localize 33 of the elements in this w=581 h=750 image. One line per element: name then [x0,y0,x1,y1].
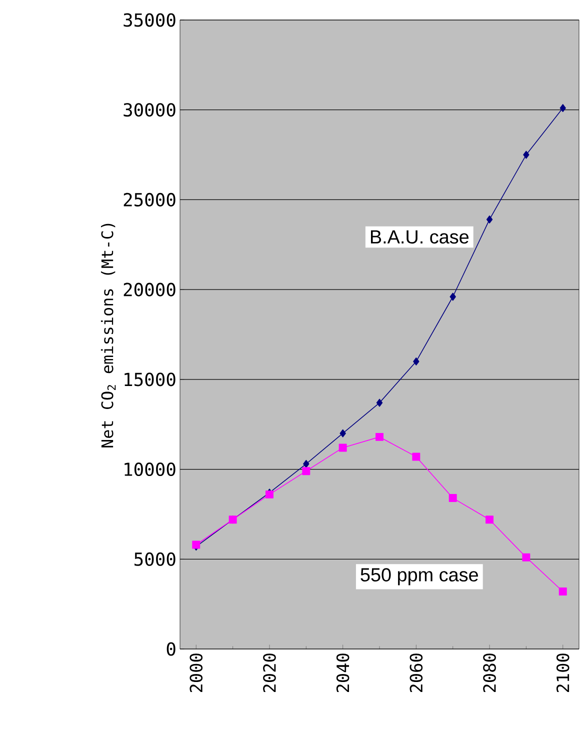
y-tick-label: 0 [166,642,176,656]
y-tick-label: 15000 [124,372,176,386]
point [376,398,383,407]
x-tick-label: 2040 [336,654,350,692]
point [338,444,347,452]
text: 550 ppm case [360,568,478,586]
point [486,215,493,224]
point [413,357,420,366]
point [560,104,566,112]
point [303,460,310,468]
y-tick-label: 25000 [124,192,176,206]
point [486,516,494,524]
x-tick-label: 2080 [483,654,496,692]
point [523,150,530,159]
x-tick-label: 2000 [190,654,203,692]
x-tick-label: 2060 [410,654,423,692]
y-tick-label: 20000 [124,282,176,296]
y-tick-label: 10000 [124,462,176,476]
point [340,429,346,438]
point [412,452,420,461]
point [522,553,530,562]
point [450,292,456,301]
series-label: B.A.U. case [370,230,469,244]
y-axis-title: Net CO$_{2}$ emissions (Mt-C) [100,224,116,448]
x-tick-label: 2100 [556,654,570,692]
y-tick-label: 35000 [124,13,176,27]
point [448,494,457,502]
point [376,432,384,441]
y-tick-label: 5000 [134,552,176,566]
x-tick-label: 2020 [263,654,276,692]
y-tick-label: 30000 [124,103,176,117]
point [302,467,310,476]
point [558,588,567,596]
